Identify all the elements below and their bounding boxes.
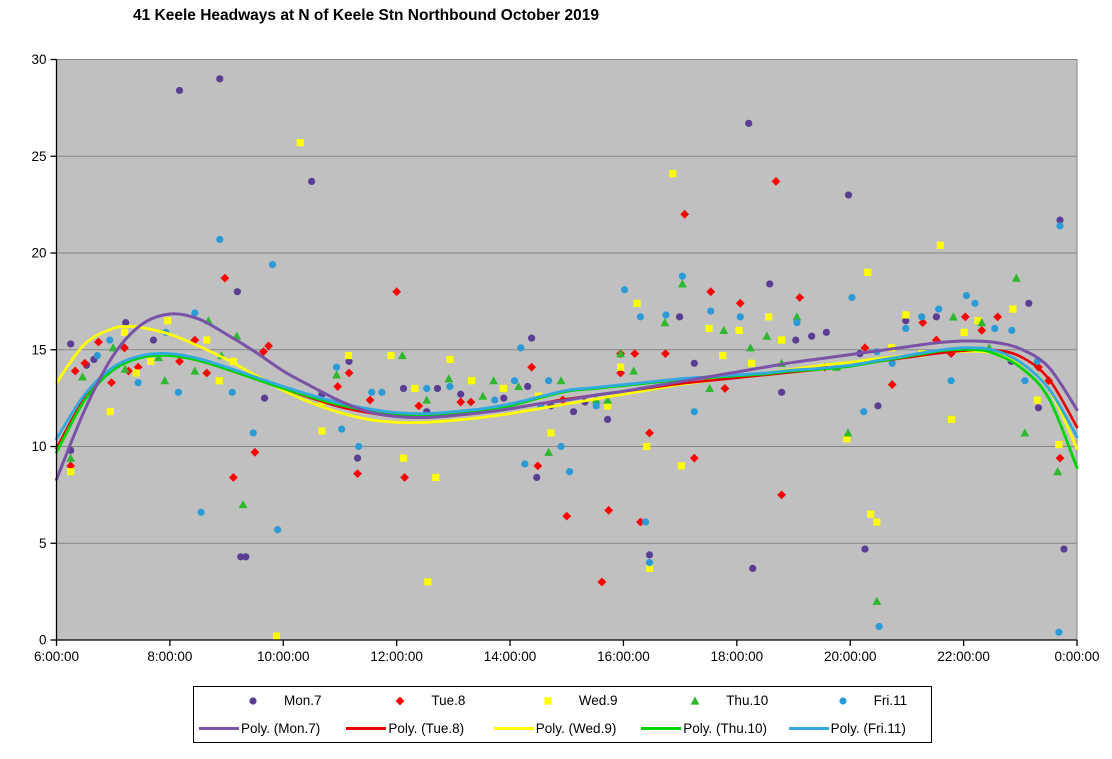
y-tick-label: 15 [31, 342, 46, 357]
x-tick-label: 14:00:00 [484, 649, 537, 664]
x-tick-label: 10:00:00 [257, 649, 310, 664]
chart-svg: 0 5 10 15 20 25 30 6:00:00 8:00:00 10:00:00 12:00:… [31, 52, 1099, 664]
circle-marker-icon [838, 697, 847, 705]
legend-label: Fri.11 [873, 693, 908, 709]
circle-marker-icon [249, 697, 257, 705]
legend-label: Thu.10 [726, 693, 769, 709]
legend-label: Wed.9 [578, 693, 618, 709]
y-tick-label: 0 [39, 633, 47, 648]
legend-item-Poly. (Thu.10): Poly. (Thu.10) [636, 715, 783, 743]
trendline-Poly. (Fri.11) [55, 346, 1079, 441]
x-tick-label: 22:00:00 [937, 649, 990, 664]
legend-label: Poly. (Mon.7) [241, 720, 321, 736]
legend-label: Poly. (Thu.10) [683, 720, 767, 736]
y-tick-label: 10 [31, 439, 46, 454]
legend-item-Wed.9: Wed.9 [489, 687, 636, 715]
legend-label: Poly. (Fri.11) [830, 720, 906, 736]
y-tick-label: 20 [31, 246, 46, 261]
legend-item-Poly. (Fri.11): Poly. (Fri.11) [784, 715, 931, 743]
y-tick-label: 30 [31, 52, 46, 67]
trendline-sample-icon [493, 726, 534, 730]
legend-label: Poly. (Wed.9) [535, 720, 617, 736]
legend: Mon.7 Tue.8 Wed.9 Thu.10 Fri.11 Poly. (Mon.7)… [193, 686, 932, 743]
x-tick-label: 18:00:00 [711, 649, 764, 664]
y-tick-label: 5 [39, 536, 47, 551]
legend-item-Poly. (Wed.9): Poly. (Wed.9) [489, 715, 636, 743]
legend-item-Poly. (Tue.8): Poly. (Tue.8) [341, 715, 488, 743]
trendline-Poly. (Mon.7) [55, 312, 1079, 481]
legend-item-Mon.7: Mon.7 [194, 687, 341, 715]
trendline-sample-icon [641, 726, 682, 730]
page-title: 41 Keele Headways at N of Keele Stn Nort… [133, 7, 599, 24]
x-tick-label: 16:00:00 [597, 649, 650, 664]
legend-label: Mon.7 [284, 693, 322, 709]
x-tick-label: 12:00:00 [370, 649, 423, 664]
series-points-Tue.8 [66, 177, 1065, 587]
square-marker-icon [544, 697, 552, 705]
x-tick-label: 6:00:00 [34, 649, 79, 664]
x-tick-label: 20:00:00 [824, 649, 877, 664]
legend-item-Thu.10: Thu.10 [636, 687, 783, 715]
trendline-sample-icon [199, 726, 239, 730]
legend-item-Fri.11: Fri.11 [784, 687, 931, 715]
trendline-sample-icon [788, 726, 829, 730]
legend-item-Poly. (Mon.7): Poly. (Mon.7) [194, 715, 341, 743]
series-points-Fri.11 [93, 222, 1064, 636]
y-tick-label: 25 [31, 149, 46, 164]
series-points-Mon.7 [67, 75, 1068, 573]
legend-label: Tue.8 [431, 693, 466, 709]
legend-item-Tue.8: Tue.8 [341, 687, 488, 715]
triangle-marker-icon [690, 696, 700, 705]
diamond-marker-icon [395, 696, 405, 706]
trendline-sample-icon [346, 726, 387, 730]
x-tick-label: 8:00:00 [147, 649, 192, 664]
x-tick-label: 0:00:00 [1054, 649, 1099, 664]
legend-label: Poly. (Tue.8) [388, 720, 465, 736]
